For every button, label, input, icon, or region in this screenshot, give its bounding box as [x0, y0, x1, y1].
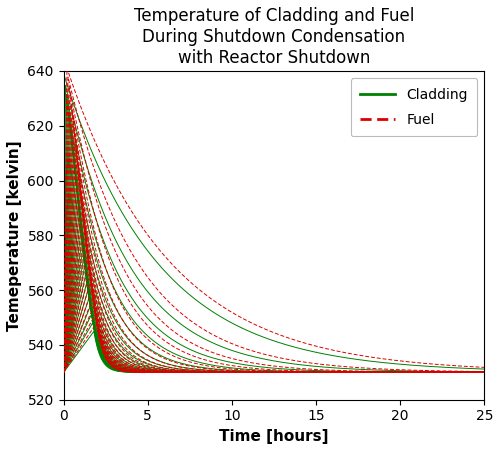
X-axis label: Time [hours]: Time [hours]	[219, 429, 328, 444]
Legend: Cladding, Fuel: Cladding, Fuel	[350, 78, 478, 136]
Fuel	[469, 364, 475, 369]
Cladding	[82, 133, 88, 138]
Line: Cladding: Cladding	[64, 76, 484, 373]
Cladding	[392, 361, 398, 367]
Title: Temperature of Cladding and Fuel
During Shutdown Condensation
with Reactor Shutd: Temperature of Cladding and Fuel During …	[134, 7, 414, 67]
Fuel	[254, 323, 260, 328]
Cladding	[62, 74, 68, 79]
Fuel	[64, 65, 70, 71]
Fuel	[266, 328, 272, 333]
Fuel	[470, 364, 476, 369]
Fuel	[482, 365, 488, 370]
Fuel	[392, 358, 398, 363]
Cladding	[469, 366, 475, 371]
Cladding	[482, 366, 488, 372]
Y-axis label: Temeperature [kelvin]: Temeperature [kelvin]	[7, 140, 22, 331]
Cladding	[60, 370, 66, 375]
Cladding	[470, 366, 476, 371]
Cladding	[266, 336, 272, 342]
Fuel	[60, 370, 66, 375]
Cladding	[254, 332, 260, 337]
Fuel	[82, 115, 88, 121]
Line: Fuel: Fuel	[64, 68, 484, 373]
